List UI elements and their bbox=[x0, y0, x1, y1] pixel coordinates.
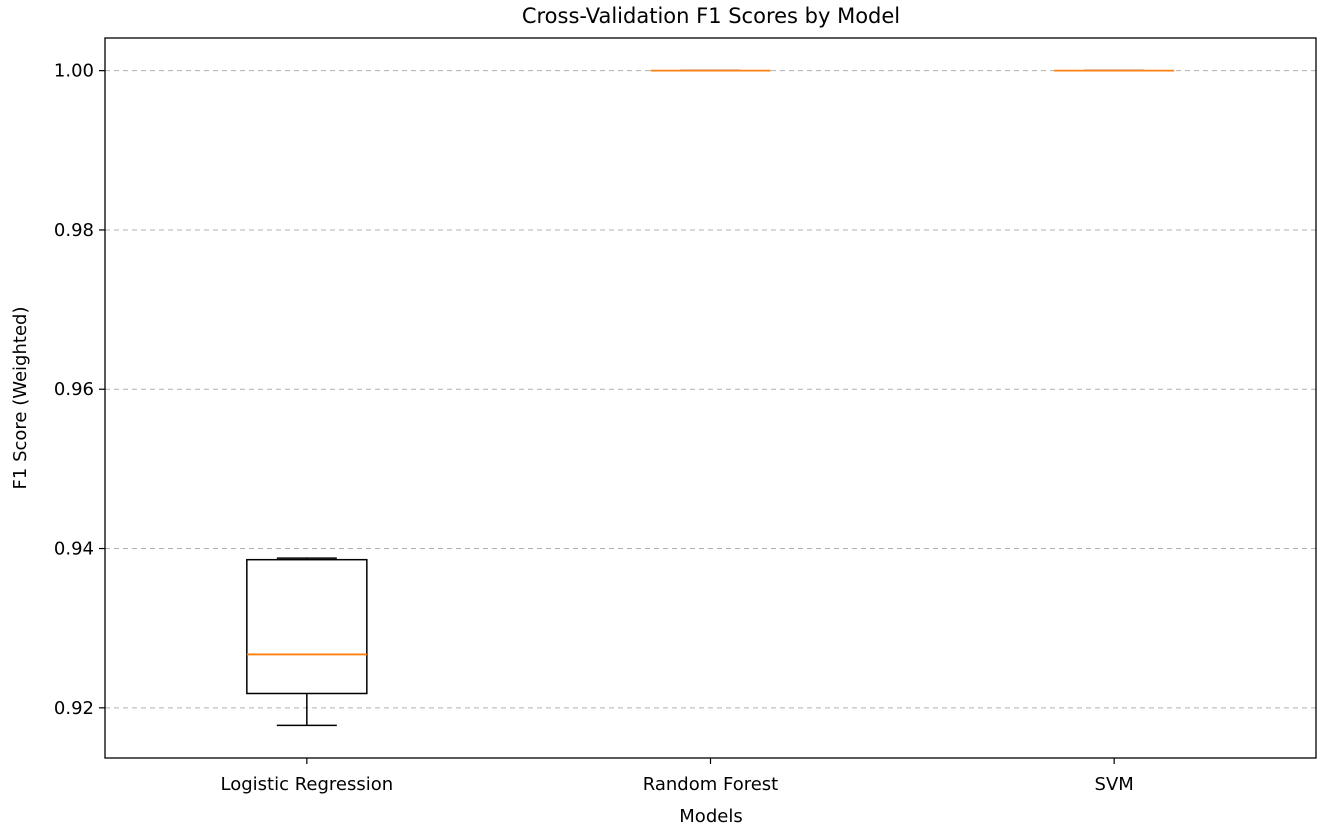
y-tick-label: 0.98 bbox=[54, 220, 94, 241]
x-axis-label: Models bbox=[679, 806, 742, 827]
boxes-layer bbox=[246, 69, 1175, 727]
plot-frame bbox=[104, 37, 1317, 759]
x-tick-label: Logistic Regression bbox=[220, 774, 393, 795]
y-tick-label: 1.00 bbox=[54, 61, 94, 82]
box-1 bbox=[246, 557, 368, 727]
x-axis-ticks: Logistic Regression Random Forest SVM bbox=[220, 758, 1134, 795]
y-tick-label: 0.92 bbox=[54, 698, 94, 719]
iqr-box bbox=[246, 558, 368, 695]
x-tick-label: SVM bbox=[1095, 774, 1134, 795]
y-axis-label: F1 Score (Weighted) bbox=[10, 307, 31, 490]
y-axis-ticks: 0.92 0.94 0.96 0.98 1.00 bbox=[54, 61, 105, 719]
x-tick-label: Random Forest bbox=[643, 774, 778, 795]
y-tick-label: 0.96 bbox=[54, 379, 94, 400]
y-tick-label: 0.94 bbox=[54, 539, 94, 560]
chart-title: Cross-Validation F1 Scores by Model bbox=[522, 4, 900, 28]
gridlines bbox=[105, 70, 1316, 709]
